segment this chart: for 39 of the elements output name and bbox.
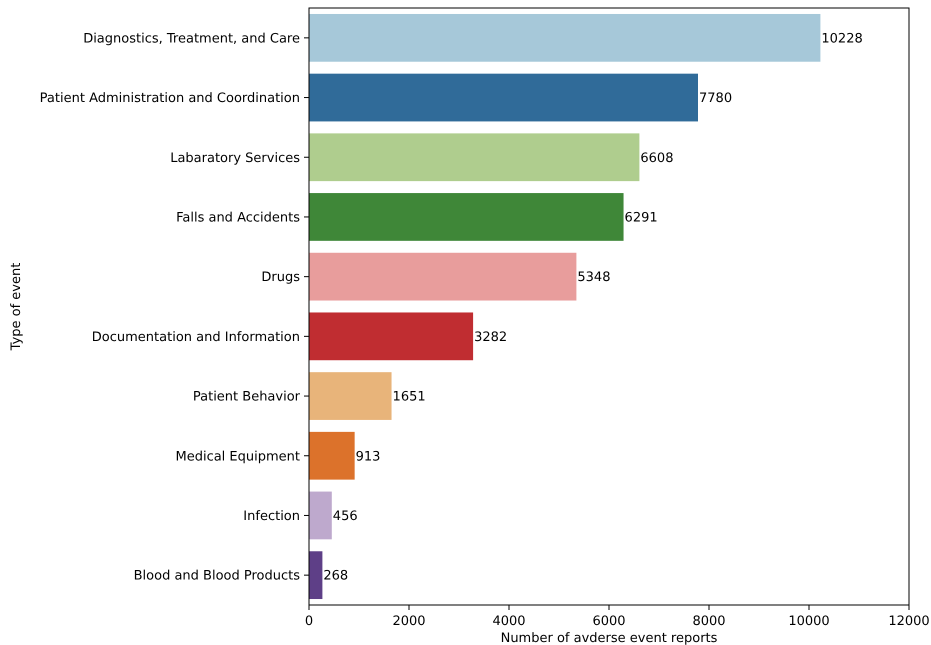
bar bbox=[309, 312, 474, 360]
data-label: 3282 bbox=[474, 330, 508, 345]
bar bbox=[309, 551, 322, 600]
data-label: 268 bbox=[323, 568, 348, 584]
bar bbox=[309, 133, 640, 182]
x-tick-label: 2000 bbox=[392, 614, 426, 629]
x-tick-label: 12000 bbox=[888, 614, 930, 629]
data-label: 6608 bbox=[640, 150, 674, 166]
bar bbox=[309, 492, 332, 540]
x-tick-label: 6000 bbox=[592, 614, 626, 629]
x-axis-title: Number of avderse event reports bbox=[500, 631, 718, 645]
bar bbox=[309, 193, 624, 241]
y-tick-label: Infection bbox=[243, 509, 300, 524]
data-label: 913 bbox=[356, 449, 380, 464]
y-tick-label: Patient Behavior bbox=[192, 390, 301, 405]
bar bbox=[309, 14, 820, 62]
y-tick-label: Patient Administration and Coordination bbox=[40, 91, 300, 106]
bar bbox=[309, 432, 355, 480]
data-label: 7780 bbox=[699, 91, 732, 106]
bar bbox=[309, 372, 392, 420]
x-tick-label: 4000 bbox=[492, 614, 526, 629]
data-label: 456 bbox=[332, 509, 358, 524]
data-label: 1651 bbox=[392, 390, 426, 405]
x-tick-label: 0 bbox=[304, 614, 314, 629]
y-tick-label: Falls and Accidents bbox=[176, 210, 300, 226]
y-tick-label: Documentation and Information bbox=[92, 330, 300, 345]
y-tick-label: Diagnostics, Treatment, and Care bbox=[83, 31, 300, 46]
x-tick-label: 8000 bbox=[692, 614, 726, 629]
y-tick-label: Labaratory Services bbox=[170, 150, 300, 166]
data-label: 10228 bbox=[821, 31, 863, 46]
data-label: 6291 bbox=[624, 210, 658, 226]
data-label: 5348 bbox=[577, 270, 610, 286]
y-axis-title: Type of event bbox=[9, 262, 24, 352]
y-tick-label: Drugs bbox=[261, 270, 300, 286]
bar bbox=[309, 74, 698, 122]
x-tick-label: 10000 bbox=[788, 614, 830, 629]
bar bbox=[309, 252, 576, 301]
y-tick-label: Blood and Blood Products bbox=[134, 568, 300, 584]
y-tick-label: Medical Equipment bbox=[175, 449, 300, 464]
